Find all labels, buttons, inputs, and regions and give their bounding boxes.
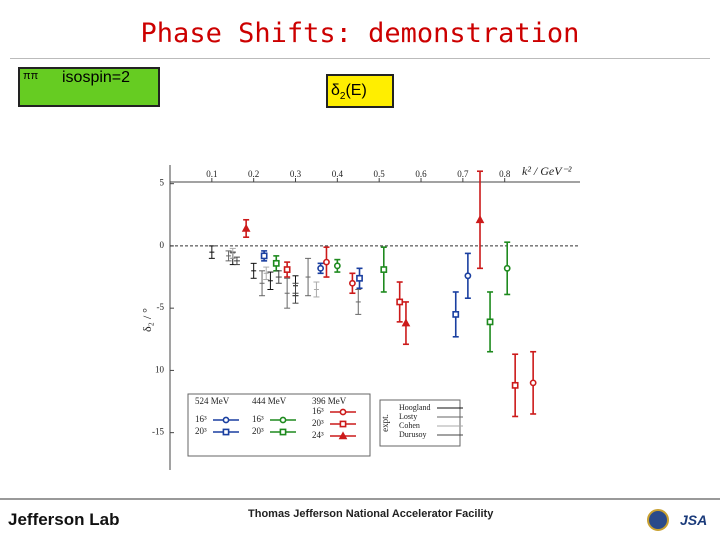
point: [222, 416, 230, 424]
legend-title: 524 MeV: [195, 396, 230, 406]
y-tick-label: -5: [157, 302, 165, 312]
y-tick-label: 5: [160, 178, 165, 188]
x-tick-label: 0.4: [332, 169, 344, 179]
footer-text: Thomas Jefferson National Accelerator Fa…: [248, 508, 494, 520]
legend-label: 16³: [312, 406, 324, 416]
box-label: δ2(E): [331, 82, 367, 102]
slide-title: Phase Shifts: demonstration: [140, 18, 580, 49]
label-box: δ2(E): [326, 74, 394, 108]
legend-title: 444 MeV: [252, 396, 287, 406]
y-tick-label: 0: [160, 240, 165, 250]
point: [475, 215, 485, 224]
symbol: δ: [331, 82, 340, 99]
rule: [10, 58, 710, 59]
footer-logo: JSA: [680, 512, 708, 528]
point: [317, 264, 325, 272]
legend-title: 396 MeV: [312, 396, 347, 406]
point: [283, 266, 291, 273]
chart: 5 0 -5 10 -15 0.1 0.2 0.3 0.4 0.5 0.6 0.7 0.8 k² / Ge…: [140, 164, 580, 470]
legend-label: 20³: [195, 426, 207, 436]
point: [503, 264, 511, 272]
suffix: (E): [345, 82, 367, 99]
point: [339, 420, 347, 428]
x-tick-label: 0.7: [457, 169, 469, 179]
seal-icon: [647, 509, 669, 531]
point: [279, 416, 287, 424]
point: [380, 266, 388, 273]
x-tick-label: 0.2: [248, 169, 259, 179]
point: [339, 408, 347, 416]
box-symbol: ππ: [23, 70, 39, 82]
legend-label: 20³: [312, 418, 324, 428]
y-axis-label: δ₂ / °: [140, 308, 154, 332]
point: [323, 258, 330, 266]
legend-label: Hoogland: [399, 403, 431, 412]
point: [396, 298, 404, 306]
legend-label: 24³: [312, 430, 324, 440]
point: [401, 318, 411, 327]
legend-label: Durusoy: [399, 430, 427, 439]
point: [279, 428, 287, 436]
legend-label: Losty: [399, 412, 417, 421]
point: [260, 252, 268, 260]
subscript: 2: [339, 91, 346, 103]
x-tick-label: 0.1: [206, 169, 217, 179]
legend-title: expt.: [380, 414, 390, 432]
y-tick-label: 10: [155, 364, 165, 374]
label-box: ππ isospin=2: [18, 67, 160, 107]
point: [338, 431, 348, 440]
x-tick-label: 0.8: [499, 169, 511, 179]
point: [241, 223, 251, 232]
x-tick-label: 0.3: [290, 169, 302, 179]
legend-label: 16³: [195, 414, 207, 424]
point: [486, 318, 494, 326]
legend-label: 20³: [252, 426, 264, 436]
point: [464, 272, 472, 280]
footer-logo: Jefferson Lab: [8, 510, 120, 529]
y-tick-label: -15: [152, 427, 164, 437]
legend-label: Cohen: [399, 421, 420, 430]
legend-label: 16³: [252, 414, 264, 424]
point: [272, 259, 280, 267]
point: [333, 262, 341, 270]
x-tick-label: 0.6: [415, 169, 427, 179]
point: [356, 274, 363, 282]
x-tick-label: 0.5: [374, 169, 386, 179]
point: [511, 381, 519, 389]
box-label: isospin=2: [62, 69, 131, 86]
rule: [0, 498, 720, 500]
x-axis-label: k² / GeV⁻²: [522, 164, 572, 178]
point: [222, 428, 230, 436]
point: [529, 379, 537, 387]
point: [349, 279, 356, 287]
point: [452, 310, 460, 318]
